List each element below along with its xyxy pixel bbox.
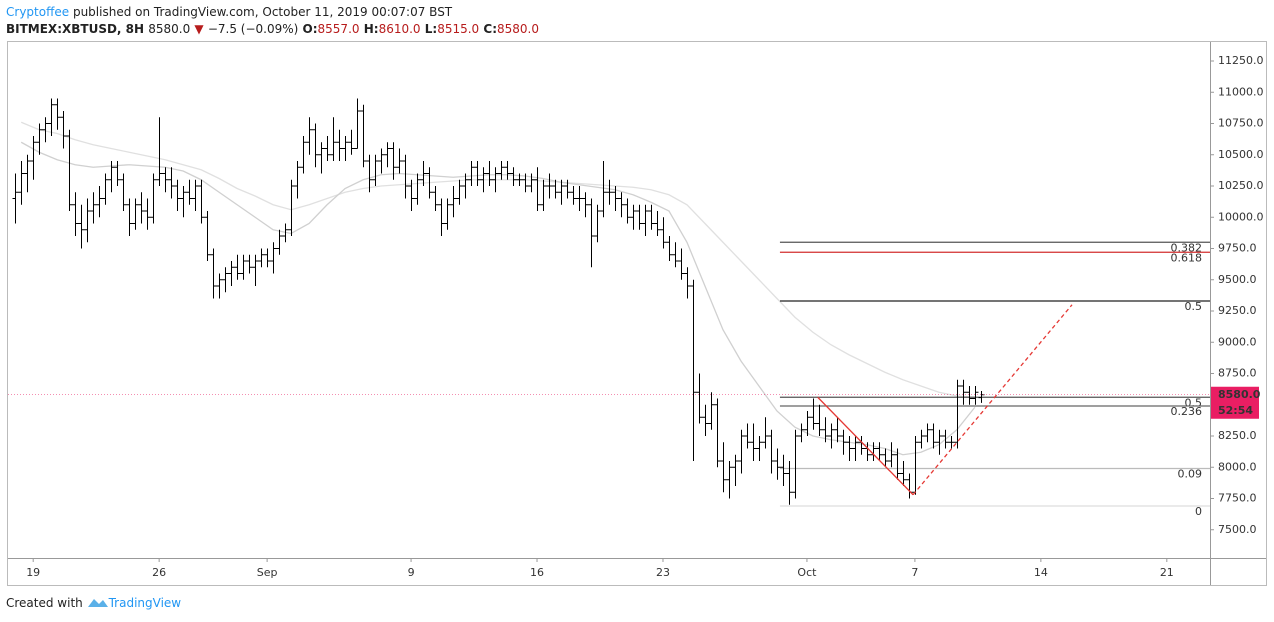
y-tick-label: 10250.0 bbox=[1218, 179, 1264, 192]
published: published on TradingView.com, October 11… bbox=[72, 5, 453, 19]
created: Created with bbox=[6, 596, 83, 610]
x-tick-label: Sep bbox=[257, 566, 278, 579]
moving-average bbox=[20, 141, 976, 456]
fib-label: 0.5 bbox=[1185, 300, 1203, 313]
y-tick-label: 10000.0 bbox=[1218, 210, 1264, 223]
publish-line: Cryptoffee published on TradingView.com,… bbox=[6, 4, 539, 21]
y-tick-label: 9000.0 bbox=[1218, 335, 1257, 348]
h-label: H: bbox=[363, 22, 379, 36]
symbol: BITMEX:XBTUSD, 8H bbox=[6, 22, 145, 36]
x-tick-label: 26 bbox=[152, 566, 166, 579]
x-tick-label: Oct bbox=[797, 566, 817, 579]
header: Cryptoffee published on TradingView.com,… bbox=[6, 4, 539, 38]
y-tick-label: 8250.0 bbox=[1218, 429, 1257, 442]
fib-label: 0.618 bbox=[1171, 251, 1203, 264]
y-tick-label: 9750.0 bbox=[1218, 242, 1257, 255]
l: 8515.0 bbox=[437, 22, 480, 36]
frame bbox=[7, 41, 1267, 586]
fib-label: 0 bbox=[1195, 505, 1202, 518]
arrow: ▼ bbox=[194, 22, 204, 36]
brand-name: TradingView bbox=[108, 596, 182, 610]
y-tick-label: 11000.0 bbox=[1218, 85, 1264, 98]
trend-line bbox=[817, 396, 914, 496]
y-tick-label: 10750.0 bbox=[1218, 117, 1264, 130]
price-box bbox=[1211, 386, 1259, 419]
x-tick-label: 19 bbox=[26, 566, 40, 579]
c: 8580.0 bbox=[497, 22, 539, 36]
y-tick-label: 9500.0 bbox=[1218, 273, 1257, 286]
change: −7.5 (−0.09%) bbox=[207, 22, 299, 36]
x-tick-label: 14 bbox=[1034, 566, 1048, 579]
x-tick-label: 16 bbox=[530, 566, 544, 579]
symbol-line: BITMEX:XBTUSD, 8H 8580.0 ▼ −7.5 (−0.09%)… bbox=[6, 21, 539, 38]
moving-average bbox=[20, 121, 975, 398]
last: 8580.0 bbox=[148, 22, 191, 36]
countdown: 52:54 bbox=[1218, 404, 1253, 417]
brand[interactable]: TradingView bbox=[87, 596, 182, 610]
footer: Created with TradingView bbox=[6, 596, 181, 610]
y-tick-label: 8000.0 bbox=[1218, 460, 1257, 473]
brand-logo bbox=[87, 599, 108, 607]
y-tick-label: 7500.0 bbox=[1218, 523, 1257, 536]
x-tick-label: 9 bbox=[408, 566, 415, 579]
y-tick-label: 7750.0 bbox=[1218, 492, 1257, 505]
trend-line bbox=[912, 304, 1073, 496]
x-tick-label: 7 bbox=[911, 566, 918, 579]
y-tick-label: 9250.0 bbox=[1218, 304, 1257, 317]
fib-label: 0.382 bbox=[1171, 241, 1203, 254]
h: 8610.0 bbox=[378, 22, 421, 36]
x-tick-label: 21 bbox=[1160, 566, 1174, 579]
y-tick-label: 11250.0 bbox=[1218, 54, 1264, 67]
chart: 7500.07750.08000.08250.08500.08750.09000… bbox=[7, 41, 1267, 586]
fib-label: 0.09 bbox=[1178, 468, 1203, 481]
price-label: 8580.0 bbox=[1218, 388, 1261, 401]
x-tick-label: 23 bbox=[656, 566, 670, 579]
l-label: L: bbox=[424, 22, 438, 36]
fib-label: 0.236 bbox=[1171, 405, 1203, 418]
author[interactable]: Cryptoffee bbox=[6, 5, 70, 19]
y-tick-label: 8750.0 bbox=[1218, 367, 1257, 380]
c-label: C: bbox=[483, 22, 497, 36]
o-label: O: bbox=[302, 22, 318, 36]
y-tick-label: 10500.0 bbox=[1218, 148, 1264, 161]
o: 8557.0 bbox=[317, 22, 360, 36]
